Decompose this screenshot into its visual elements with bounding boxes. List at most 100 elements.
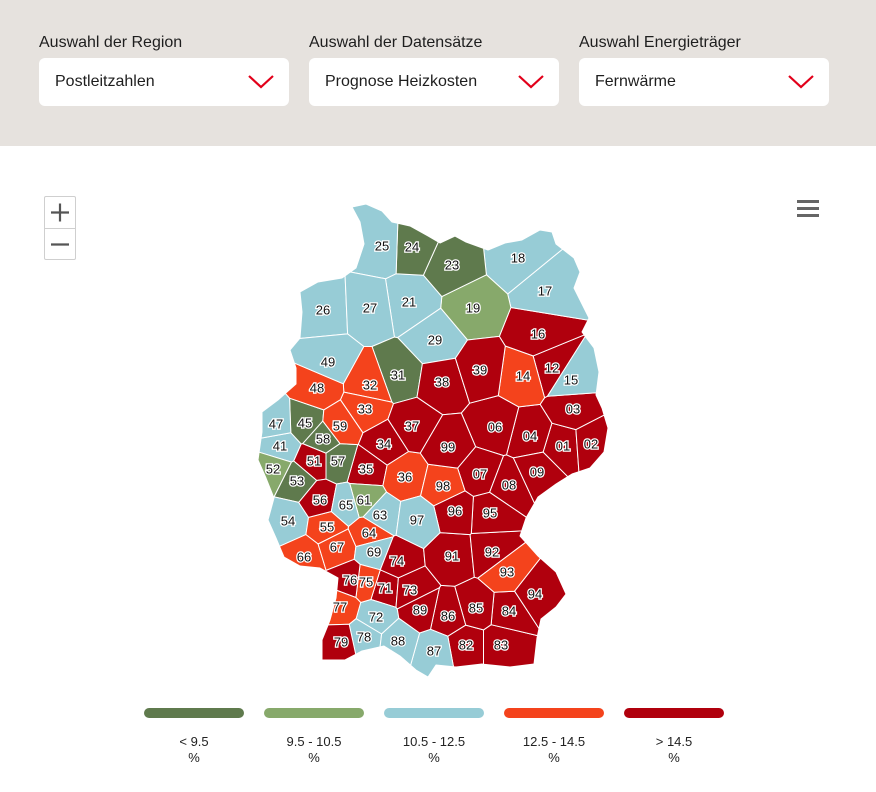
postcode-region-99[interactable] <box>419 412 477 469</box>
postcode-label: 23 <box>445 258 459 273</box>
postcode-label: 18 <box>511 251 525 266</box>
postcode-region-49[interactable] <box>289 333 365 385</box>
postcode-region-76[interactable] <box>325 558 361 598</box>
legend-item[interactable]: 10.5 - 12.5 % <box>384 708 484 766</box>
dataset-select[interactable]: Prognose Heizkosten <box>309 58 559 106</box>
zoom-out-button[interactable] <box>45 229 75 260</box>
postcode-label: 85 <box>469 601 483 616</box>
zoom-control <box>44 196 76 260</box>
postcode-label: 64 <box>362 526 376 541</box>
postcode-label: 12 <box>545 361 559 376</box>
legend-unit: % <box>188 750 200 765</box>
postcode-region-79[interactable] <box>321 623 357 661</box>
postcode-region-94[interactable] <box>514 557 567 629</box>
postcode-label: 36 <box>398 470 412 485</box>
postcode-label: 78 <box>357 630 371 645</box>
postcode-region-89[interactable] <box>396 587 440 634</box>
postcode-label: 83 <box>494 638 508 653</box>
map-regions <box>257 203 609 678</box>
postcode-label: 35 <box>359 462 373 477</box>
postcode-label: 07 <box>473 467 487 482</box>
legend-item[interactable]: > 14.5 % <box>624 708 724 766</box>
postcode-label: 67 <box>330 540 344 555</box>
postcode-label: 31 <box>391 368 405 383</box>
postcode-label: 91 <box>445 549 459 564</box>
postcode-label: 08 <box>502 478 516 493</box>
filter-bar: Auswahl der Region Postleitzahlen Auswah… <box>0 0 876 146</box>
legend-range: > 14.5 <box>655 734 693 749</box>
legend-item[interactable]: 12.5 - 14.5 % <box>504 708 604 766</box>
postcode-label: 76 <box>343 573 357 588</box>
minus-icon <box>51 243 69 246</box>
postcode-label: 54 <box>281 514 295 529</box>
postcode-label: 32 <box>363 378 377 393</box>
postcode-region-65[interactable] <box>330 481 360 527</box>
postcode-label: 63 <box>373 508 387 523</box>
postcode-region-98[interactable] <box>420 463 466 507</box>
postcode-label: 59 <box>333 419 347 434</box>
postcode-region-25[interactable] <box>349 203 399 280</box>
plus-icon <box>51 203 69 222</box>
postcode-label: 15 <box>564 373 578 388</box>
postcode-label: 09 <box>530 465 544 480</box>
postcode-label: 02 <box>584 437 598 452</box>
postcode-label: 33 <box>358 402 372 417</box>
map-labels: 01 02 03 04 06 07 08 09 12 14 15 16 17 18 19 21 23 24 25 26… <box>265 237 600 660</box>
legend-swatch <box>624 708 724 718</box>
hamburger-menu-icon <box>797 200 819 217</box>
postcode-label: 93 <box>500 565 514 580</box>
region-select-value: Postleitzahlen <box>55 73 155 90</box>
postcode-label: 82 <box>459 638 473 653</box>
postcode-label: 19 <box>466 301 480 316</box>
region-filter-label: Auswahl der Region <box>39 34 183 51</box>
legend-range: 12.5 - 14.5 <box>522 734 586 749</box>
postcode-label: 99 <box>441 440 455 455</box>
postcode-label: 45 <box>298 416 312 431</box>
energy-select[interactable]: Fernwärme <box>579 58 829 106</box>
postcode-label: 69 <box>367 545 381 560</box>
chevron-down-icon <box>248 75 274 89</box>
postcode-region-59[interactable] <box>322 399 364 446</box>
region-filter: Auswahl der Region Postleitzahlen <box>39 34 289 106</box>
postcode-label: 94 <box>528 587 542 602</box>
postcode-label: 34 <box>377 437 391 452</box>
legend-unit: % <box>308 750 320 765</box>
postcode-label: 72 <box>369 610 383 625</box>
legend-item[interactable]: < 9.5 % <box>144 708 244 766</box>
postcode-label: 98 <box>436 479 450 494</box>
postcode-label: 73 <box>403 583 417 598</box>
postcode-label: 47 <box>269 417 283 432</box>
legend-swatch <box>504 708 604 718</box>
postcode-label: 25 <box>375 239 389 254</box>
zoom-in-button[interactable] <box>45 197 75 229</box>
postcode-label: 27 <box>363 301 377 316</box>
legend-item[interactable]: 9.5 - 10.5 % <box>264 708 364 766</box>
postcode-label: 53 <box>290 474 304 489</box>
postcode-label: 17 <box>538 284 552 299</box>
chart-menu-button[interactable] <box>796 198 820 218</box>
postcode-label: 58 <box>316 432 330 447</box>
legend-range: 10.5 - 12.5 <box>402 734 466 749</box>
postcode-label: 04 <box>523 429 537 444</box>
postcode-label: 29 <box>428 333 442 348</box>
dataset-filter: Auswahl der Datensätze Prognose Heizkost… <box>309 34 559 106</box>
legend-unit: % <box>428 750 440 765</box>
postcode-label: 39 <box>473 363 487 378</box>
postcode-region-23[interactable] <box>422 235 487 298</box>
postcode-label: 55 <box>320 520 334 535</box>
chevron-down-icon <box>788 75 814 89</box>
postcode-region-09[interactable] <box>512 451 569 504</box>
postcode-region-39[interactable] <box>454 335 506 404</box>
postcode-map: 01 02 03 04 06 07 08 09 12 14 15 16 17 18 19 21 23 24 25 26… <box>257 203 609 678</box>
legend-range: 9.5 - 10.5 <box>286 734 342 749</box>
postcode-region-48[interactable] <box>284 362 345 411</box>
postcode-label: 48 <box>310 381 324 396</box>
postcode-region-47[interactable] <box>260 392 292 439</box>
legend-range: < 9.5 <box>179 734 209 749</box>
postcode-region-15[interactable] <box>547 335 600 397</box>
region-select[interactable]: Postleitzahlen <box>39 58 289 106</box>
postcode-label: 97 <box>410 513 424 528</box>
postcode-label: 65 <box>339 498 353 513</box>
postcode-label: 75 <box>359 575 373 590</box>
postcode-label: 71 <box>378 581 392 596</box>
